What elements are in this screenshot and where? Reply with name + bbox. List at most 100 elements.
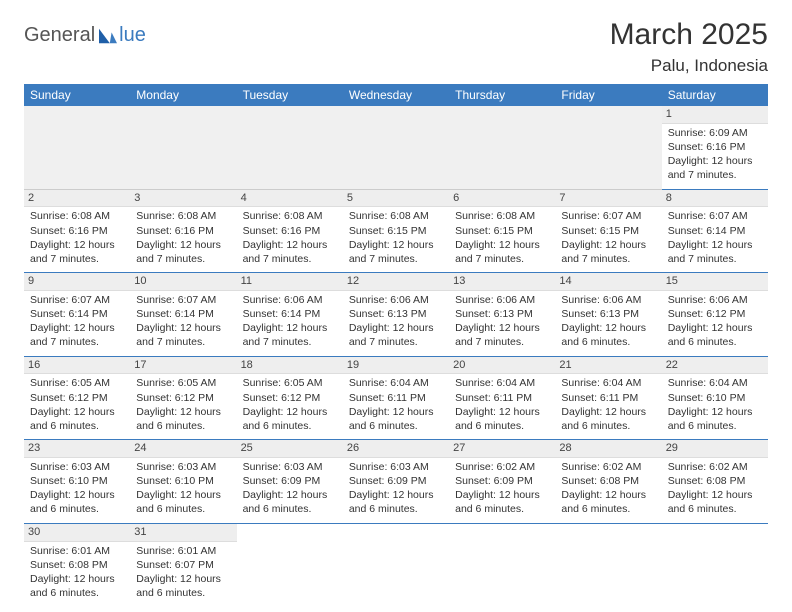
calendar-cell: 19Sunrise: 6:04 AMSunset: 6:11 PMDayligh… [343,356,449,440]
cell-line: Daylight: 12 hours [455,238,549,252]
cell-line: Daylight: 12 hours [561,405,655,419]
cell-line: and 6 minutes. [30,586,124,600]
calendar-cell: 25Sunrise: 6:03 AMSunset: 6:09 PMDayligh… [237,440,343,524]
cell-line: Sunset: 6:13 PM [561,307,655,321]
calendar-row: 23Sunrise: 6:03 AMSunset: 6:10 PMDayligh… [24,440,768,524]
day-number: 20 [449,357,555,375]
cell-line: and 6 minutes. [136,502,230,516]
cell-line: Daylight: 12 hours [349,321,443,335]
calendar-cell: 7Sunrise: 6:07 AMSunset: 6:15 PMDaylight… [555,189,661,273]
calendar-cell: 5Sunrise: 6:08 AMSunset: 6:15 PMDaylight… [343,189,449,273]
calendar-cell-empty [237,106,343,189]
cell-line: and 7 minutes. [243,252,337,266]
cell-line: and 6 minutes. [668,419,762,433]
cell-line: Daylight: 12 hours [349,488,443,502]
cell-line: Sunset: 6:15 PM [455,224,549,238]
cell-line: Sunset: 6:16 PM [30,224,124,238]
cell-line: Sunset: 6:08 PM [561,474,655,488]
day-number: 23 [24,440,130,458]
cell-line: Sunset: 6:08 PM [30,558,124,572]
cell-line: Sunset: 6:11 PM [561,391,655,405]
cell-line: and 7 minutes. [349,335,443,349]
header: General lue March 2025 Palu, Indonesia [24,18,768,76]
cell-line: Daylight: 12 hours [455,321,549,335]
cell-line: and 7 minutes. [455,252,549,266]
logo-text-blue: lue [119,24,146,47]
calendar-cell: 31Sunrise: 6:01 AMSunset: 6:07 PMDayligh… [130,523,236,606]
cell-line: and 6 minutes. [455,502,549,516]
day-number: 27 [449,440,555,458]
cell-line: Sunset: 6:15 PM [561,224,655,238]
day-number: 17 [130,357,236,375]
day-number: 30 [24,524,130,542]
cell-line: Daylight: 12 hours [668,405,762,419]
calendar-cell: 3Sunrise: 6:08 AMSunset: 6:16 PMDaylight… [130,189,236,273]
cell-line: Daylight: 12 hours [30,572,124,586]
calendar-cell: 9Sunrise: 6:07 AMSunset: 6:14 PMDaylight… [24,273,130,357]
cell-line: Sunset: 6:10 PM [30,474,124,488]
cell-line: Daylight: 12 hours [668,154,762,168]
cell-line: Daylight: 12 hours [30,488,124,502]
cell-line: and 7 minutes. [668,252,762,266]
day-number: 5 [343,190,449,208]
day-number: 14 [555,273,661,291]
sail-icon [97,27,119,45]
calendar-cell: 22Sunrise: 6:04 AMSunset: 6:10 PMDayligh… [662,356,768,440]
month-title: March 2025 [610,18,768,52]
cell-line: and 7 minutes. [561,252,655,266]
cell-line: Sunrise: 6:09 AM [668,126,762,140]
cell-line: Daylight: 12 hours [243,238,337,252]
cell-line: Sunrise: 6:06 AM [668,293,762,307]
calendar-row: 30Sunrise: 6:01 AMSunset: 6:08 PMDayligh… [24,523,768,606]
calendar-cell: 4Sunrise: 6:08 AMSunset: 6:16 PMDaylight… [237,189,343,273]
cell-line: Sunrise: 6:04 AM [561,376,655,390]
logo: General lue [24,18,146,47]
cell-line: and 7 minutes. [349,252,443,266]
cell-line: Sunset: 6:09 PM [243,474,337,488]
calendar-cell: 30Sunrise: 6:01 AMSunset: 6:08 PMDayligh… [24,523,130,606]
cell-line: and 6 minutes. [455,419,549,433]
cell-line: Sunrise: 6:02 AM [668,460,762,474]
day-number: 21 [555,357,661,375]
day-number: 31 [130,524,236,542]
calendar-cell-empty [343,523,449,606]
cell-line: Daylight: 12 hours [349,405,443,419]
cell-line: and 6 minutes. [243,502,337,516]
day-number: 2 [24,190,130,208]
cell-line: Daylight: 12 hours [136,321,230,335]
cell-line: and 7 minutes. [668,168,762,182]
day-number: 12 [343,273,449,291]
cell-line: Daylight: 12 hours [30,238,124,252]
cell-line: Sunset: 6:14 PM [30,307,124,321]
calendar-row: 2Sunrise: 6:08 AMSunset: 6:16 PMDaylight… [24,189,768,273]
day-number: 29 [662,440,768,458]
calendar-cell-empty [662,523,768,606]
calendar-cell: 18Sunrise: 6:05 AMSunset: 6:12 PMDayligh… [237,356,343,440]
cell-line: Sunset: 6:13 PM [455,307,549,321]
cell-line: Daylight: 12 hours [136,238,230,252]
cell-line: Sunset: 6:14 PM [136,307,230,321]
cell-line: Sunrise: 6:08 AM [30,209,124,223]
cell-line: Sunrise: 6:07 AM [561,209,655,223]
day-number: 7 [555,190,661,208]
cell-line: Daylight: 12 hours [30,321,124,335]
cell-line: Sunset: 6:09 PM [349,474,443,488]
cell-line: Daylight: 12 hours [136,405,230,419]
day-number: 13 [449,273,555,291]
cell-line: Daylight: 12 hours [668,321,762,335]
cell-line: Sunrise: 6:06 AM [349,293,443,307]
day-header: Monday [130,84,236,106]
day-number: 26 [343,440,449,458]
calendar-cell: 1Sunrise: 6:09 AMSunset: 6:16 PMDaylight… [662,106,768,189]
day-header: Wednesday [343,84,449,106]
calendar-cell: 6Sunrise: 6:08 AMSunset: 6:15 PMDaylight… [449,189,555,273]
cell-line: Sunrise: 6:07 AM [136,293,230,307]
calendar-cell-empty [449,106,555,189]
cell-line: Sunrise: 6:06 AM [561,293,655,307]
calendar-row: 9Sunrise: 6:07 AMSunset: 6:14 PMDaylight… [24,273,768,357]
calendar-cell: 16Sunrise: 6:05 AMSunset: 6:12 PMDayligh… [24,356,130,440]
cell-line: and 7 minutes. [136,335,230,349]
day-header: Friday [555,84,661,106]
calendar-cell: 17Sunrise: 6:05 AMSunset: 6:12 PMDayligh… [130,356,236,440]
cell-line: Daylight: 12 hours [349,238,443,252]
